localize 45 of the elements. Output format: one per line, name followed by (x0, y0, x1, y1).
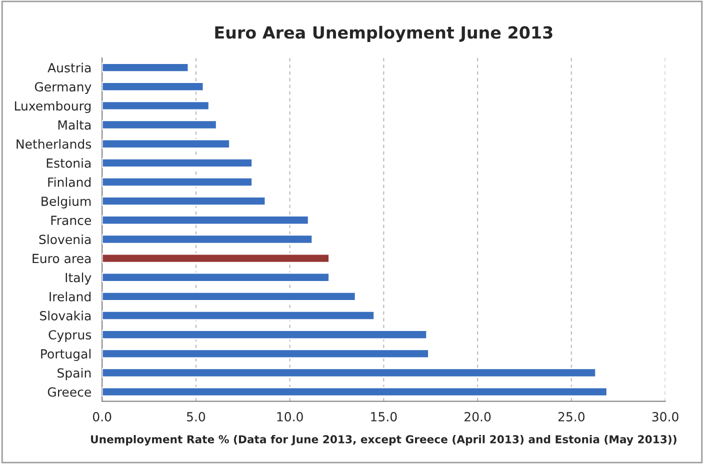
y-tick-label: Ireland (50, 292, 91, 302)
bar (102, 158, 253, 168)
y-tick-label: Portugal (41, 348, 90, 362)
x-tick-label: 0.0 (92, 412, 112, 422)
bar (102, 272, 330, 282)
y-tick-label: Spain (58, 368, 91, 380)
y-tick-label: Finland (48, 177, 91, 187)
y-tick-label: Cyprus (48, 330, 92, 342)
x-tick-label: 30.0 (652, 412, 678, 422)
y-tick-label: Netherlands (16, 139, 92, 149)
y-tick-label: Slovenia (39, 234, 91, 244)
x-tick-label: 15.0 (371, 412, 397, 422)
bar (102, 368, 597, 378)
bar (102, 348, 430, 359)
x-tick-label: 25.0 (558, 412, 584, 422)
chart-title: Euro Area Unemployment June 2013 (215, 26, 552, 42)
y-tick-label: Austria (48, 62, 91, 72)
y-tick-label: Malta (58, 120, 91, 130)
bar (102, 196, 266, 206)
y-tick-label: Slovakia (40, 310, 91, 320)
bar (102, 330, 428, 340)
bar (102, 386, 608, 397)
bar (102, 215, 310, 226)
y-tick-label: Euro area (32, 254, 91, 264)
y-tick-label: Luxembourg (14, 100, 91, 114)
y-tick-label: Germany (34, 82, 92, 94)
x-tick-label: 20.0 (464, 412, 491, 422)
y-tick-label: France (51, 216, 91, 226)
bar (102, 100, 210, 111)
bar (102, 291, 356, 302)
bar (102, 177, 253, 187)
y-tick-label: Belgium (42, 196, 91, 208)
bar (102, 138, 230, 149)
bar (102, 310, 375, 321)
y-tick-label: Italy (66, 272, 92, 285)
x-tick-label: 5.0 (186, 412, 206, 422)
bar (102, 253, 330, 264)
bar (102, 234, 314, 244)
bar (102, 120, 218, 130)
bar (102, 62, 190, 73)
x-axis-title: Unemployment Rate % (Data for June 2013, except Greece (April 2013) and Estonia (May 2013)) (91, 434, 676, 446)
y-tick-label: Estonia (46, 158, 91, 168)
bar (102, 82, 204, 92)
x-tick-label: 10.0 (277, 412, 303, 422)
y-tick-label: Greece (48, 387, 91, 397)
